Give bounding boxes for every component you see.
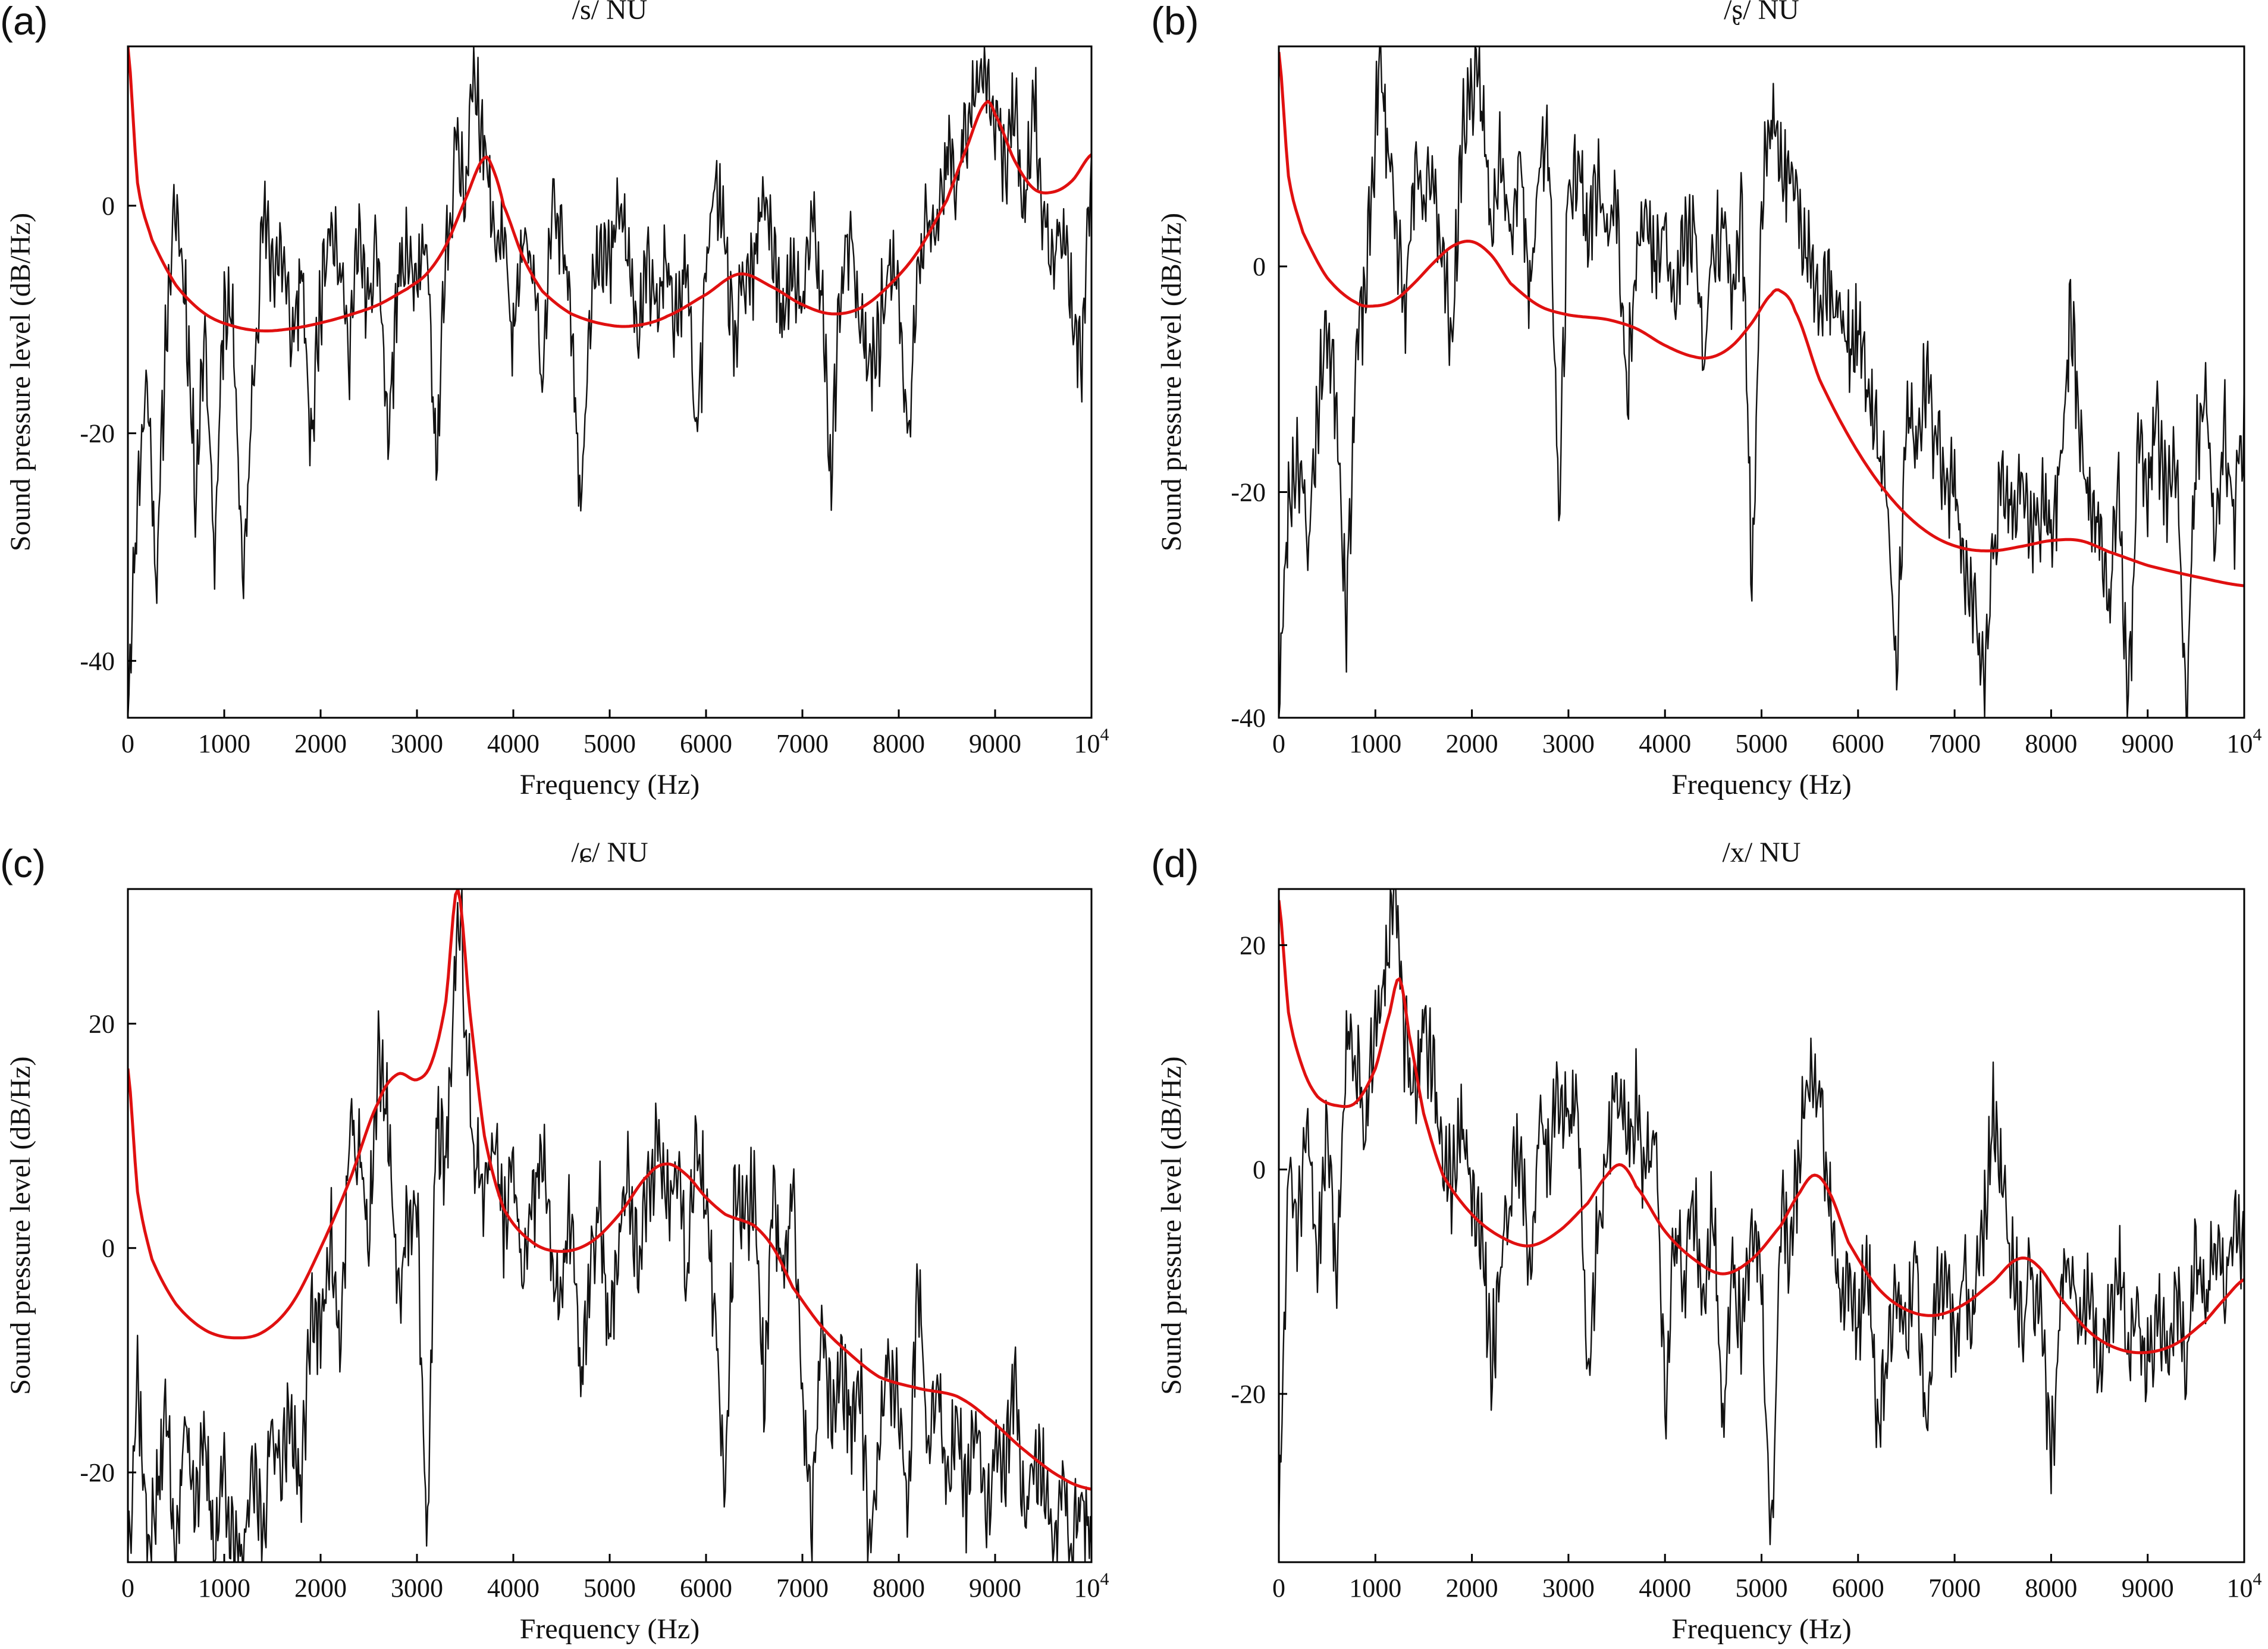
chart-title: /s/ NU: [572, 0, 648, 26]
x-tick-label: 4000: [487, 1573, 539, 1603]
x-tick-label: 6000: [1832, 1573, 1884, 1603]
x-axis-title: Frequency (Hz): [1671, 1613, 1852, 1645]
x-tick-label: 3000: [391, 729, 443, 758]
spectrum-line: [128, 46, 1091, 718]
y-tick-label: 20: [89, 1009, 115, 1038]
x-tick-label: 9000: [969, 729, 1021, 758]
x-tick-label: 1000: [198, 729, 250, 758]
y-axis-title: Sound pressure level (dB/Hz): [5, 1056, 36, 1394]
y-tick-label: -20: [80, 419, 115, 448]
x-tick-label: 3000: [1542, 729, 1595, 758]
chart-panel-c: (c) /ɕ/ NU 0 1000 2000 3000 4000 5000 6000 7000 80…: [0, 837, 1109, 1645]
x-axis-title: Frequency (Hz): [520, 1613, 700, 1645]
x-tick-label: 1000: [1349, 729, 1401, 758]
x-tick-label: 4000: [1639, 729, 1691, 758]
chart-panel-d: (d) /x/ NU 0 1000 2000 3000 4000 5000 6000 7000 80…: [1151, 837, 2262, 1645]
x-tick-label: 5000: [584, 1573, 636, 1603]
chart-title: /ɕ/ NU: [571, 837, 648, 868]
y-axis-title: Sound pressure level (dB/Hz): [1156, 1056, 1187, 1394]
x-tick-label: 8000: [2025, 1573, 2077, 1603]
x-tick-label-end: 104: [1074, 1569, 1109, 1603]
x-tick-label: 2000: [1446, 1573, 1498, 1603]
spectrum-line: [128, 889, 1091, 1562]
x-tick-label: 3000: [391, 1573, 443, 1603]
chart-panel-a: (a) /s/ NU 0 1000 2000 3000 4000 5000 6000 7000 80…: [0, 0, 1109, 800]
x-tick-label: 2000: [294, 729, 347, 758]
x-tick-label: 7000: [776, 729, 829, 758]
lpc-envelope-line: [1279, 900, 2244, 1355]
x-tick-label: 9000: [2122, 729, 2174, 758]
x-tick-label: 0: [121, 1573, 134, 1603]
y-tick-label: 0: [1253, 1155, 1266, 1185]
x-tick-label-end: 104: [2227, 1569, 2262, 1603]
x-tick-label-end: 104: [2227, 725, 2262, 758]
x-tick-label: 3000: [1542, 1573, 1595, 1603]
y-tick-label: 0: [102, 1234, 115, 1263]
chart-title: /ʂ/ NU: [1724, 0, 1799, 26]
x-tick-label: 6000: [680, 1573, 732, 1603]
panel-label: (b): [1151, 0, 1199, 43]
y-tick-label: -20: [1231, 1380, 1266, 1409]
x-tick-label: 0: [121, 729, 134, 758]
chart-title: /x/ NU: [1723, 837, 1801, 868]
x-tick-label: 8000: [2025, 729, 2077, 758]
x-tick-label: 6000: [680, 729, 732, 758]
x-tick-label: 1000: [1349, 1573, 1401, 1603]
y-tick-label: -20: [1231, 478, 1266, 507]
spectrum-line: [1279, 889, 2244, 1546]
x-tick-label: 2000: [1446, 729, 1498, 758]
x-tick-label: 9000: [2122, 1573, 2174, 1603]
y-tick-label: 20: [1240, 931, 1266, 960]
y-tick-label: -20: [80, 1458, 115, 1487]
panel-label: (a): [0, 0, 48, 43]
y-axis-title: Sound pressure level (dB/Hz): [1156, 213, 1187, 551]
x-tick-label: 8000: [873, 729, 925, 758]
x-tick-label: 9000: [969, 1573, 1021, 1603]
panel-label: (d): [1151, 841, 1199, 885]
x-tick-label: 7000: [1928, 729, 1981, 758]
x-tick-label: 1000: [198, 1573, 250, 1603]
y-axis-title: Sound pressure level (dB/Hz): [5, 213, 36, 551]
plot-frame: [1278, 45, 2245, 719]
x-tick-label: 5000: [584, 729, 636, 758]
spectrum-line: [1279, 46, 2244, 718]
x-tick-label: 7000: [776, 1573, 829, 1603]
y-tick-label: -40: [80, 646, 115, 676]
x-tick-label-end: 104: [1074, 725, 1109, 758]
x-tick-label: 4000: [487, 729, 539, 758]
x-tick-label: 0: [1272, 729, 1285, 758]
y-tick-label: 0: [102, 191, 115, 221]
x-tick-label: 8000: [873, 1573, 925, 1603]
chart-panel-b: (b) /ʂ/ NU 0 1000 2000 3000 4000 5000 6000 7000 80…: [1151, 0, 2262, 800]
x-tick-label: 5000: [1736, 1573, 1788, 1603]
lpc-envelope-line: [128, 889, 1091, 1491]
y-tick-label: 0: [1253, 252, 1266, 281]
x-tick-label: 2000: [294, 1573, 347, 1603]
x-tick-label: 7000: [1928, 1573, 1981, 1603]
x-tick-label: 5000: [1736, 729, 1788, 758]
x-tick-label: 6000: [1832, 729, 1884, 758]
x-axis-title: Frequency (Hz): [520, 769, 700, 800]
lpc-envelope-line: [1279, 52, 2244, 588]
plot-frame: [1278, 888, 2245, 1563]
x-axis-title: Frequency (Hz): [1671, 769, 1852, 800]
lpc-envelope-line: [128, 46, 1091, 332]
panel-label: (c): [0, 841, 46, 885]
x-tick-label: 0: [1272, 1573, 1285, 1603]
y-tick-label: -40: [1231, 703, 1266, 733]
x-tick-label: 4000: [1639, 1573, 1691, 1603]
